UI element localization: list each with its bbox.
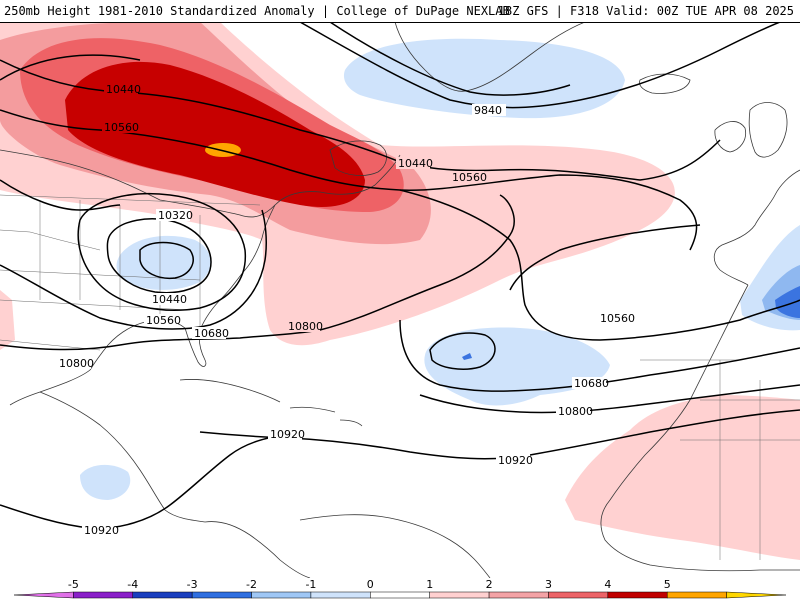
colorbar-swatch	[488, 591, 549, 599]
contour-label: 10320	[158, 209, 193, 222]
colorbar-tick-label: -2	[246, 578, 257, 591]
contour-label: 10680	[574, 377, 609, 390]
contour-label: 10440	[398, 157, 433, 170]
contour-label: 10560	[452, 171, 487, 184]
contour-label: 10440	[106, 83, 141, 96]
colorbar-tick-label: -3	[187, 578, 198, 591]
contour-label: 10800	[59, 357, 94, 370]
colorbar-swatch	[191, 591, 252, 599]
colorbar-tick-label: 5	[664, 578, 671, 591]
contour-label: 10920	[270, 428, 305, 441]
model-valid-time: 18Z GFS | F318 Valid: 00Z TUE APR 08 202…	[497, 4, 794, 18]
header-bar: 250mb Height 1981-2010 Standardized Anom…	[0, 0, 800, 23]
colorbar-swatch	[548, 591, 609, 599]
map-panel[interactable]: 10440 10560 10320 10440 10560 10680 1080…	[0, 22, 800, 578]
colorbar-swatch	[726, 591, 787, 599]
contour-label: 10920	[84, 524, 119, 537]
contour-label: 9840	[474, 104, 502, 117]
coastlines	[0, 22, 800, 578]
colorbar-swatch	[251, 591, 312, 599]
colorbar-swatch	[607, 591, 668, 599]
contour-label: 10920	[498, 454, 533, 467]
contour-label: 10800	[558, 405, 593, 418]
colorbar-legend: -5 -4 -3 -2 -1 0 1 2 3 4 5	[0, 578, 800, 600]
colorbar-tick-label: -4	[127, 578, 138, 591]
colorbar-tick-label: -5	[68, 578, 79, 591]
colorbar-swatch	[310, 591, 371, 599]
colorbar-tick-label: 0	[367, 578, 374, 591]
colorbar-svg: -5 -4 -3 -2 -1 0 1 2 3 4 5	[13, 578, 787, 599]
colorbar-swatch	[132, 591, 193, 599]
contour-label: 10560	[104, 121, 139, 134]
contour-labels: 10440 10560 10320 10440 10560 10680 1080…	[57, 83, 635, 537]
colorbar-swatch	[73, 591, 134, 599]
map-title: 250mb Height 1981-2010 Standardized Anom…	[4, 4, 510, 18]
contour-label: 10800	[288, 320, 323, 333]
colorbar-tick-label: 2	[486, 578, 493, 591]
contour-label: 10560	[146, 314, 181, 327]
weather-map: 10440 10560 10320 10440 10560 10680 1080…	[0, 22, 800, 578]
colorbar-swatch	[429, 591, 490, 599]
colorbar-tick-label: 3	[545, 578, 552, 591]
colorbar-swatch	[13, 591, 74, 599]
colorbar-tick-label: 1	[426, 578, 433, 591]
colorbar-tick-label: 4	[604, 578, 611, 591]
contour-label: 10440	[152, 293, 187, 306]
colorbar-tick-label: -1	[305, 578, 316, 591]
colorbar-swatch	[666, 591, 727, 599]
contour-label: 10560	[600, 312, 635, 325]
contour-label: 10680	[194, 327, 229, 340]
colorbar-swatch	[370, 591, 430, 599]
